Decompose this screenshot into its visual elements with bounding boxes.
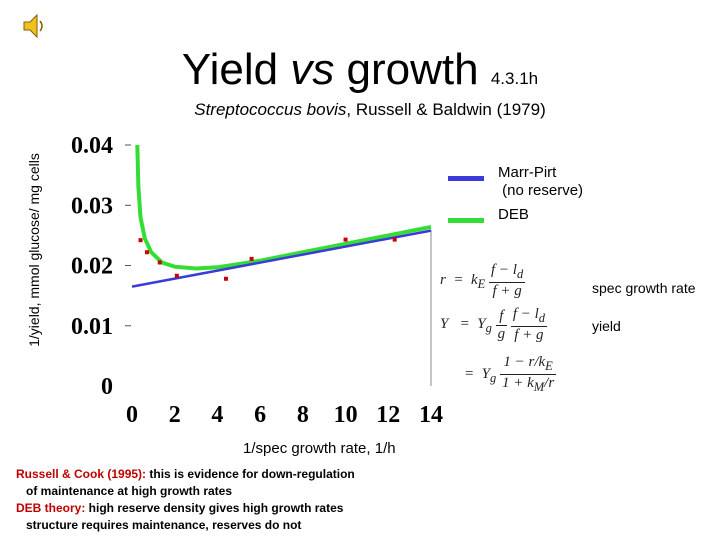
data-point: [138, 238, 143, 243]
note-line-1: Russell & Cook (1995): this is evidence …: [16, 467, 355, 481]
x-axis-label: 1/spec growth rate, 1/h: [243, 440, 396, 457]
x-tick-label: 10: [334, 402, 358, 428]
x-tick-label: 0: [126, 402, 138, 428]
note-line-4: structure requires maintenance, reserves…: [26, 518, 302, 532]
x-tick-label: 2: [169, 402, 181, 428]
subtitle: Streptococcus bovis, Russell & Baldwin (…: [194, 100, 546, 119]
data-point: [144, 250, 149, 255]
marr-pirt-line: [131, 229, 432, 288]
y-tick-label: 0.03: [71, 193, 113, 219]
x-tick-label: 4: [211, 402, 223, 428]
data-point: [249, 256, 254, 261]
data-point: [343, 237, 348, 242]
data-point: [157, 260, 162, 265]
x-tick-label: 14: [419, 402, 443, 428]
equation-r: r = kE f − ld f + g: [440, 262, 526, 299]
data-point: [174, 273, 179, 278]
legend-label-marr-pirt: Marr-Pirt (no reserve): [498, 164, 584, 199]
note-line-2: of maintenance at high growth rates: [26, 484, 233, 498]
y-tick-label: 0.04: [71, 133, 113, 159]
note-line-3: DEB theory: high reserve density gives h…: [16, 501, 344, 515]
legend-swatch-marr-pirt: [448, 176, 484, 181]
y-tick-label: 0: [101, 374, 113, 400]
section-number: 4.3.1h: [490, 69, 539, 88]
equation-y-alt: = Yg 1 − r/kE 1 + kM/r: [464, 354, 557, 394]
legend-label-deb: DEB: [498, 206, 529, 223]
x-tick-label: 12: [376, 402, 400, 428]
y-tick-label: 0.02: [71, 254, 113, 280]
x-tick-label: 8: [297, 402, 309, 428]
x-tick-label: 6: [254, 402, 266, 428]
equation-r-label: spec growth rate: [592, 280, 696, 296]
equation-y-label: yield: [592, 318, 621, 334]
data-point: [223, 276, 228, 281]
legend-swatch-deb: [448, 218, 484, 223]
speaker-icon[interactable]: [22, 12, 46, 40]
data-point: [392, 237, 397, 242]
notes: Russell & Cook (1995): this is evidence …: [16, 466, 355, 534]
page-title: Yield vs growth 4.3.1h: [181, 45, 539, 94]
deb-curve: [135, 144, 432, 271]
y-tick-label: 0.01: [71, 314, 113, 340]
